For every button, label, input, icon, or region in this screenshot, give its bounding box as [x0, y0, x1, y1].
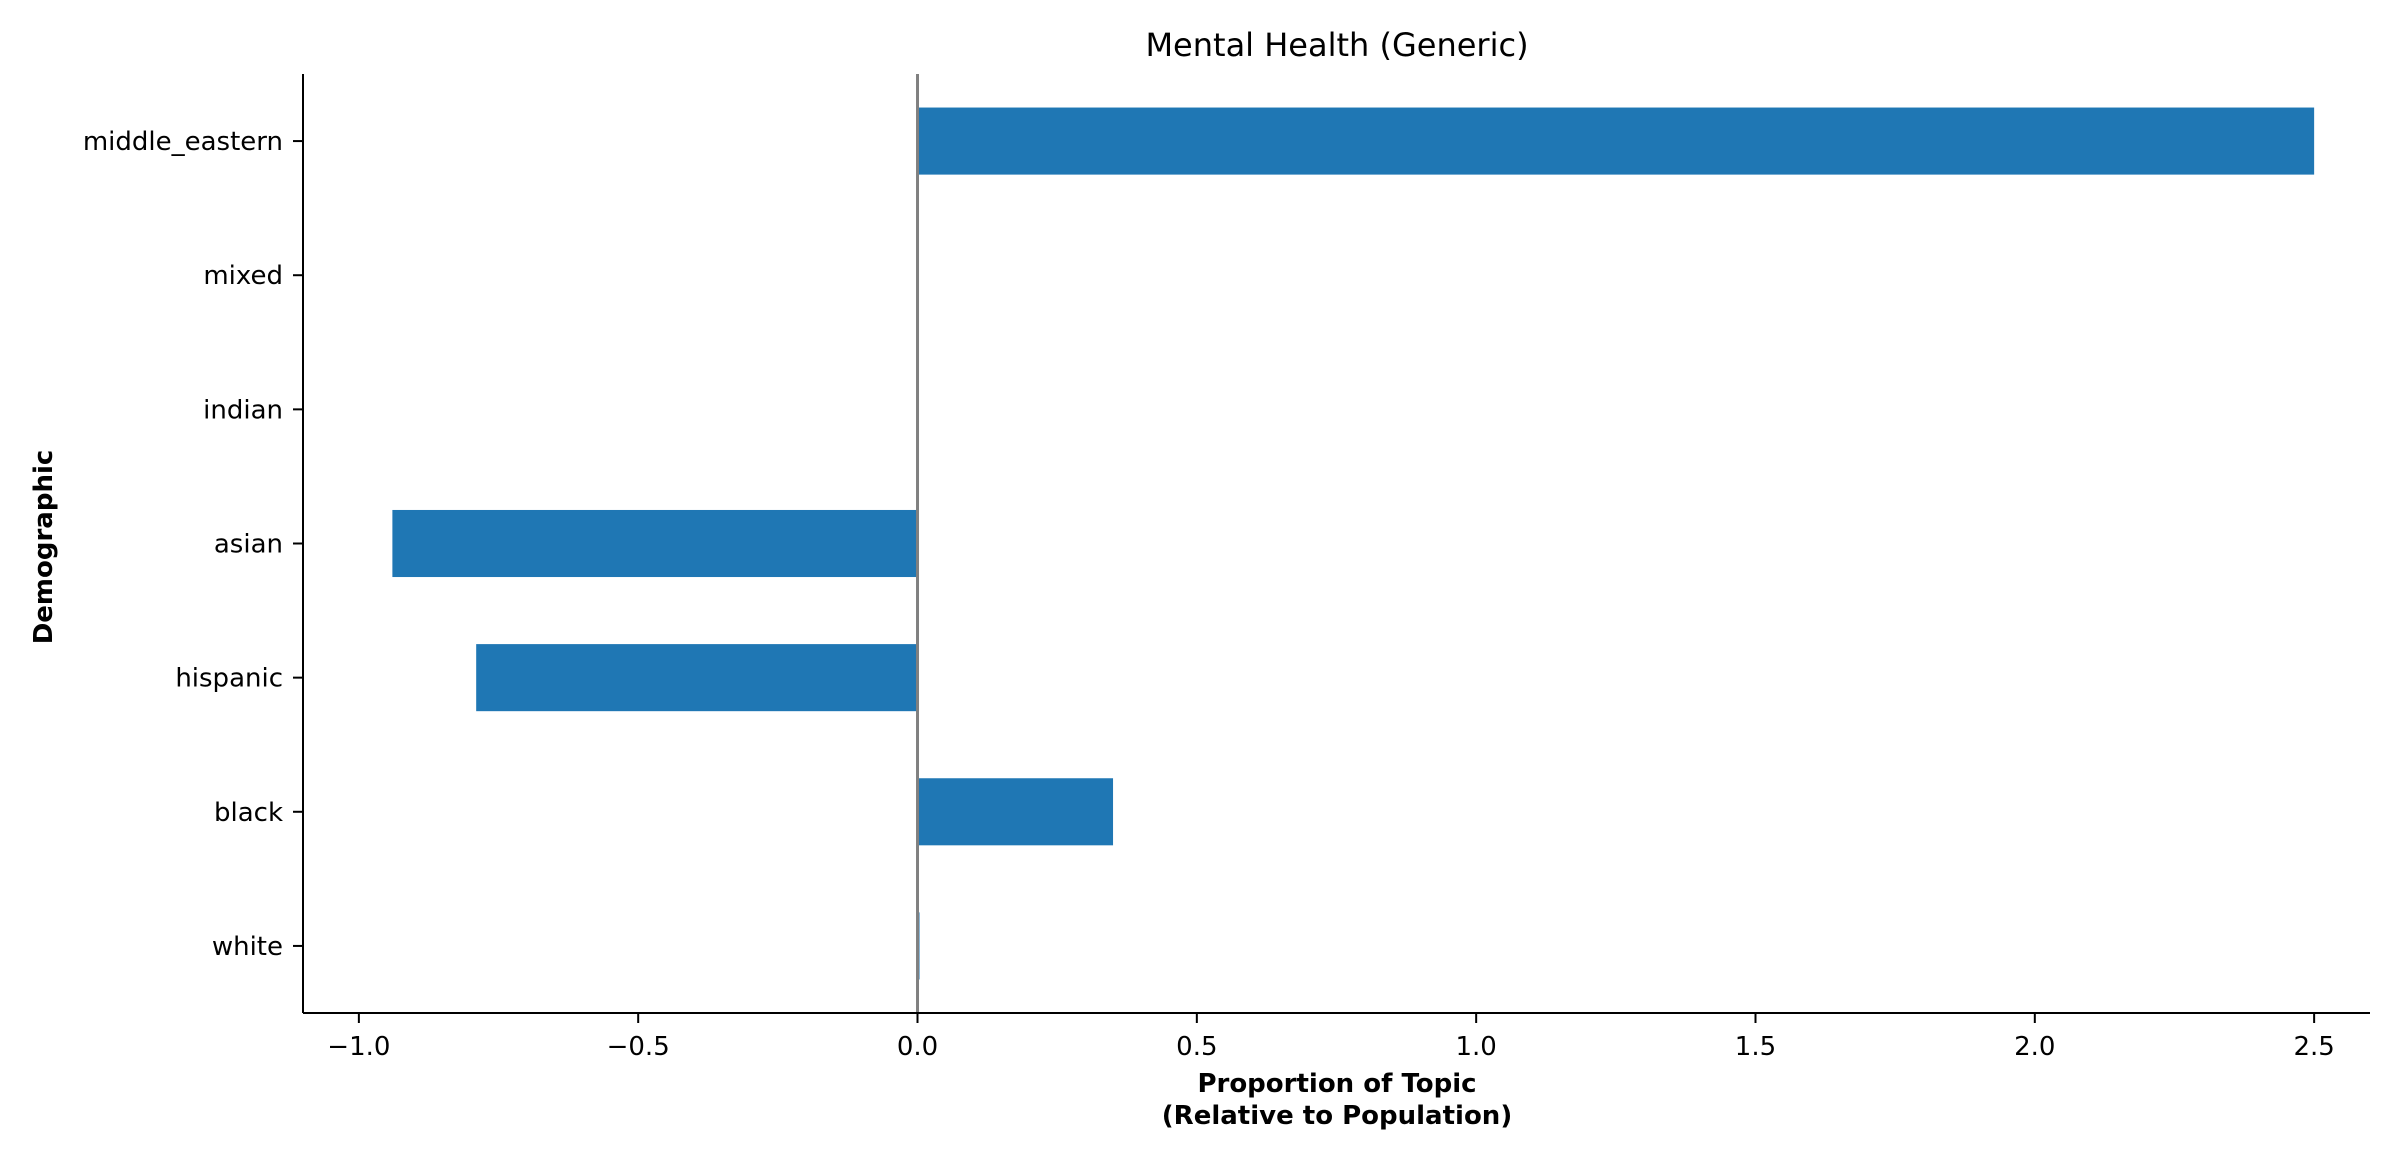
x-tick-label: 0.5	[1176, 1032, 1217, 1062]
bar-hispanic	[476, 644, 918, 712]
bar-asian	[392, 509, 918, 578]
x-tick-label: 2.0	[2014, 1032, 2055, 1062]
x-tick-label: −0.5	[607, 1032, 670, 1062]
y-tick-label: white	[212, 932, 283, 962]
axes-layer: −1.0 −0.5 0.0 0.5 1.0 1.5 2.0 2.5 white black hisp…	[83, 74, 2370, 1062]
x-tick-label: −1.0	[327, 1032, 390, 1062]
y-tick-label: middle_eastern	[83, 127, 283, 157]
y-tick-label: mixed	[203, 261, 283, 291]
x-tick-label: 2.5	[2293, 1032, 2334, 1062]
bar-black	[917, 778, 1114, 846]
y-tick-label: hispanic	[175, 664, 283, 694]
x-tick-label: 1.0	[1455, 1032, 1496, 1062]
y-axis-label: Demographic	[29, 450, 59, 645]
x-tick-label: 0.0	[897, 1032, 938, 1062]
x-tick-label: 1.5	[1735, 1032, 1776, 1062]
x-axis-label-line2: (Relative to Population)	[1162, 1101, 1512, 1131]
y-tick-label: black	[214, 798, 283, 828]
y-tick-label: asian	[214, 530, 283, 560]
x-axis-label-line1: Proportion of Topic	[1197, 1069, 1476, 1099]
chart-title: Mental Health (Generic)	[1145, 26, 1528, 64]
bar-middle-eastern	[917, 107, 2315, 175]
y-tick-label: indian	[203, 395, 283, 425]
bars-layer	[392, 107, 2315, 980]
